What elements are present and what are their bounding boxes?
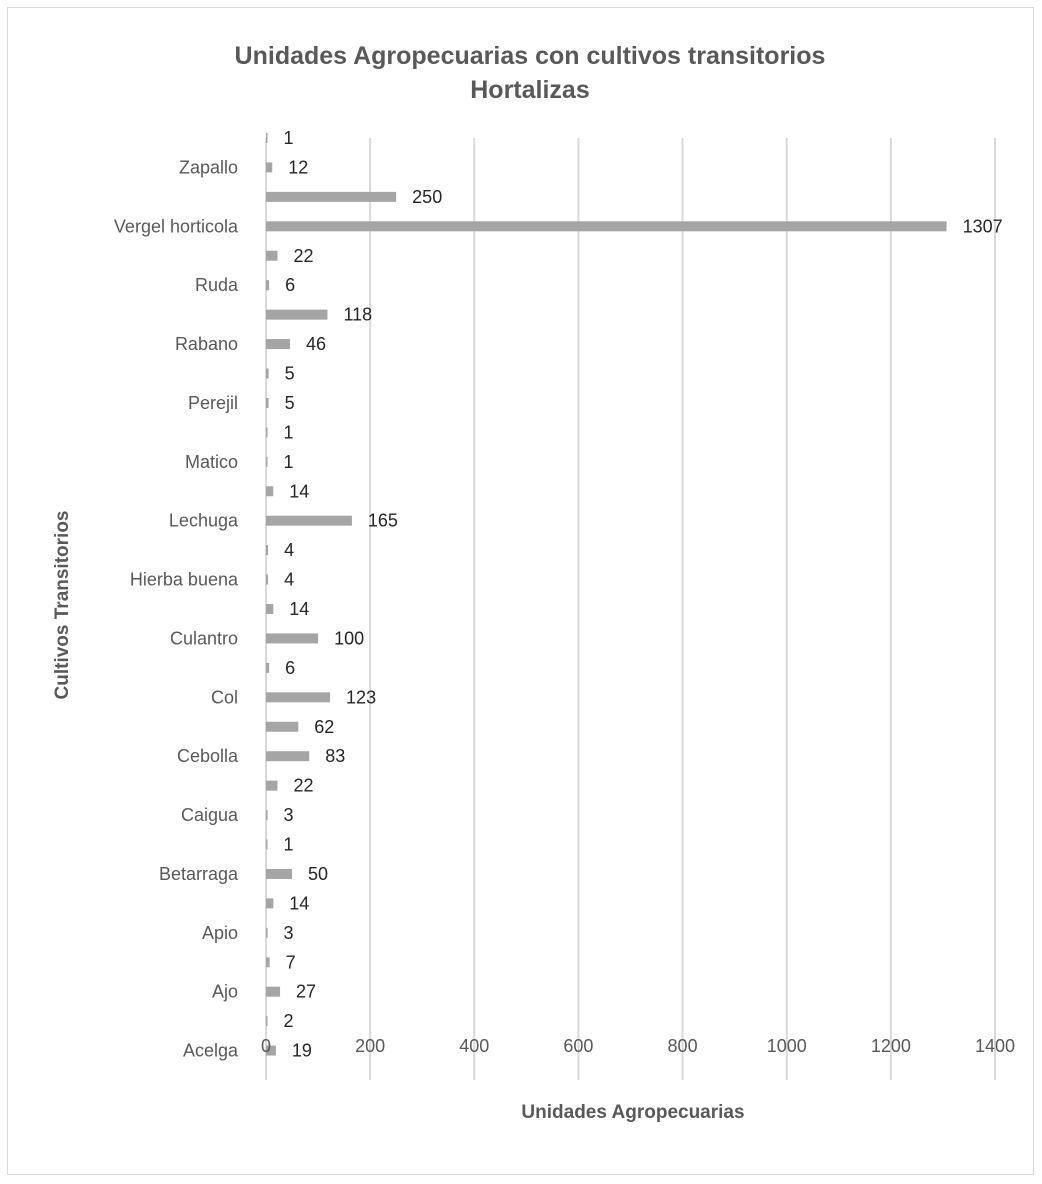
data-label: 165 (368, 511, 398, 531)
bar (266, 692, 331, 703)
bar (266, 810, 268, 821)
bar (266, 486, 274, 497)
bar (266, 133, 268, 143)
data-label: 7 (286, 952, 296, 972)
chart-title: Unidades Agropecuarias con cultivos tran… (235, 42, 826, 70)
bar (266, 339, 290, 350)
y-category-label: Ruda (195, 275, 239, 295)
y-category-label: Acelga (183, 1041, 239, 1061)
x-tick-label: 1400 (975, 1036, 1015, 1056)
data-label: 83 (325, 746, 345, 766)
bar (266, 427, 268, 438)
data-label: 123 (346, 687, 376, 707)
y-category-label: Ajo (212, 982, 238, 1002)
data-label: 6 (285, 658, 295, 678)
bar (266, 397, 269, 408)
data-label: 3 (284, 923, 294, 943)
data-label: 14 (289, 893, 309, 913)
bar (266, 751, 310, 762)
data-label: 2 (284, 1011, 294, 1031)
y-axis-title: Cultivos Transitorios (52, 511, 73, 700)
bar (266, 868, 293, 879)
x-tick-label: 800 (668, 1036, 698, 1056)
y-category-label: Matico (185, 452, 238, 472)
y-category-label: Col (211, 687, 238, 707)
bar (266, 250, 278, 261)
x-tick-label: 0 (261, 1036, 271, 1056)
bar (266, 898, 274, 909)
data-label: 250 (412, 187, 442, 207)
data-label: 22 (293, 246, 313, 266)
y-category-label: Culantro (170, 628, 238, 648)
bar (266, 780, 278, 791)
bar (266, 604, 274, 614)
y-category-label: Lechuga (169, 511, 239, 531)
bar (266, 721, 299, 732)
data-label: 46 (306, 334, 326, 354)
bar-chart: Unidades Agropecuarias con cultivos tran… (52, 42, 1015, 1123)
bar (266, 309, 328, 320)
bar (266, 662, 270, 673)
data-label: 62 (314, 717, 334, 737)
data-label: 1 (284, 128, 294, 148)
data-label: 19 (292, 1041, 312, 1061)
y-category-label: Hierba buena (130, 570, 239, 590)
bars (266, 133, 947, 1056)
x-tick-label: 200 (355, 1036, 385, 1056)
bar (266, 368, 269, 379)
data-label: 4 (284, 570, 294, 590)
bar (266, 191, 397, 202)
y-axis-categories: Acelga Ajo Apio Betarraga Caigua Cebolla Col Cu… (114, 157, 239, 1060)
data-label: 12 (288, 157, 308, 177)
x-tick-label: 1200 (871, 1036, 911, 1056)
y-category-label: Vergel horticola (114, 216, 239, 236)
bar (266, 839, 268, 850)
bar (266, 280, 270, 291)
bar (266, 515, 352, 526)
data-label: 14 (289, 599, 309, 619)
y-category-label: Perejil (188, 393, 238, 413)
chart-subtitle: Hortalizas (470, 76, 589, 104)
bar (266, 633, 319, 644)
chart-area: Unidades Agropecuarias con cultivos tran… (7, 7, 1034, 1175)
data-label: 1307 (963, 216, 1003, 236)
data-label: 6 (285, 275, 295, 295)
x-tick-label: 1000 (767, 1036, 807, 1056)
y-category-label: Caigua (181, 805, 239, 825)
data-label: 5 (285, 393, 295, 413)
gridlines (265, 138, 996, 1080)
x-tick-label: 400 (459, 1036, 489, 1056)
data-label: 3 (284, 805, 294, 825)
data-label: 1 (284, 835, 294, 855)
data-label: 27 (296, 982, 316, 1002)
data-label: 22 (293, 776, 313, 796)
bar (266, 221, 947, 232)
y-category-label: Betarraga (159, 864, 239, 884)
bar (266, 456, 268, 467)
x-axis-ticks: 0 200 400 600 800 1000 1200 1400 (261, 1036, 1015, 1056)
y-category-label: Apio (202, 923, 238, 943)
bar (266, 545, 269, 556)
x-tick-label: 600 (563, 1036, 593, 1056)
data-label: 1 (284, 452, 294, 472)
bar (266, 986, 281, 997)
data-label: 118 (343, 305, 372, 325)
y-category-label: Rabano (175, 334, 238, 354)
data-label: 50 (308, 864, 328, 884)
bar (266, 957, 270, 968)
bar (266, 1045, 276, 1056)
data-labels: 1922773145013228362123610014441651411554… (284, 128, 1003, 1061)
data-label: 1 (284, 422, 294, 442)
bar (266, 162, 273, 173)
data-label: 5 (285, 364, 295, 384)
data-label: 100 (334, 628, 364, 648)
x-axis-title: Unidades Agropecuarias (521, 1102, 744, 1123)
data-label: 14 (289, 481, 309, 501)
y-category-label: Zapallo (179, 157, 238, 177)
bar (266, 1016, 268, 1027)
data-label: 4 (284, 540, 294, 560)
bar (266, 927, 268, 938)
y-category-label: Cebolla (177, 746, 239, 766)
bar (266, 574, 269, 585)
